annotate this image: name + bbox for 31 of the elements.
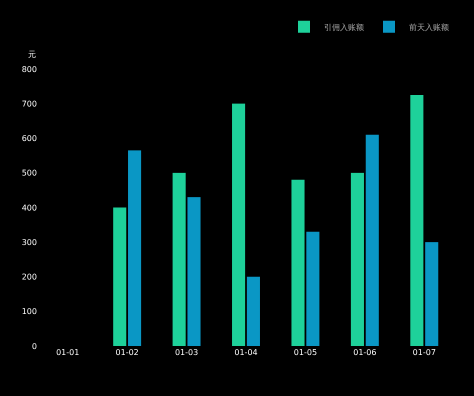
bar (306, 232, 320, 346)
bar (113, 208, 126, 346)
y-tick-label: 300 (22, 238, 37, 247)
x-tick-label: 01-01 (56, 348, 80, 357)
x-tick-label: 01-07 (412, 348, 436, 357)
x-tick-label: 01-03 (174, 348, 198, 357)
y-axis-title: 元 (28, 50, 36, 59)
y-tick-label: 100 (22, 307, 37, 316)
bar (366, 134, 379, 346)
y-tick-label: 800 (22, 64, 37, 74)
x-tick-label: 01-02 (116, 348, 139, 357)
legend-label: 前天入账额 (409, 22, 449, 32)
y-tick-label: 600 (22, 134, 37, 144)
x-tick-label: 01-04 (234, 348, 258, 357)
bar (425, 242, 438, 346)
bar (350, 172, 364, 346)
x-tick-label: 01-06 (353, 348, 376, 357)
bar (291, 180, 305, 346)
bar (172, 172, 186, 346)
y-tick-label: 200 (22, 272, 37, 282)
bar (246, 276, 260, 346)
x-tick-label: 01-05 (294, 348, 318, 357)
y-tick-label: 400 (22, 203, 37, 212)
legend-label: 引佣入账额 (324, 22, 364, 32)
y-tick-label: 700 (22, 99, 37, 108)
y-tick-label: 500 (22, 168, 37, 178)
bar (410, 94, 424, 346)
bar (128, 150, 142, 346)
bar (187, 197, 201, 346)
bar (232, 104, 246, 346)
y-tick-label: 0 (32, 342, 37, 351)
